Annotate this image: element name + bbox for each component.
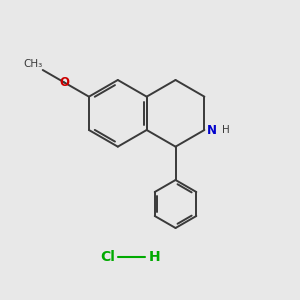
Text: O: O bbox=[59, 76, 69, 89]
Text: H: H bbox=[148, 250, 160, 264]
Text: H: H bbox=[222, 125, 230, 135]
Text: CH₃: CH₃ bbox=[23, 59, 42, 69]
Text: N: N bbox=[207, 124, 217, 136]
Text: Cl: Cl bbox=[100, 250, 115, 264]
